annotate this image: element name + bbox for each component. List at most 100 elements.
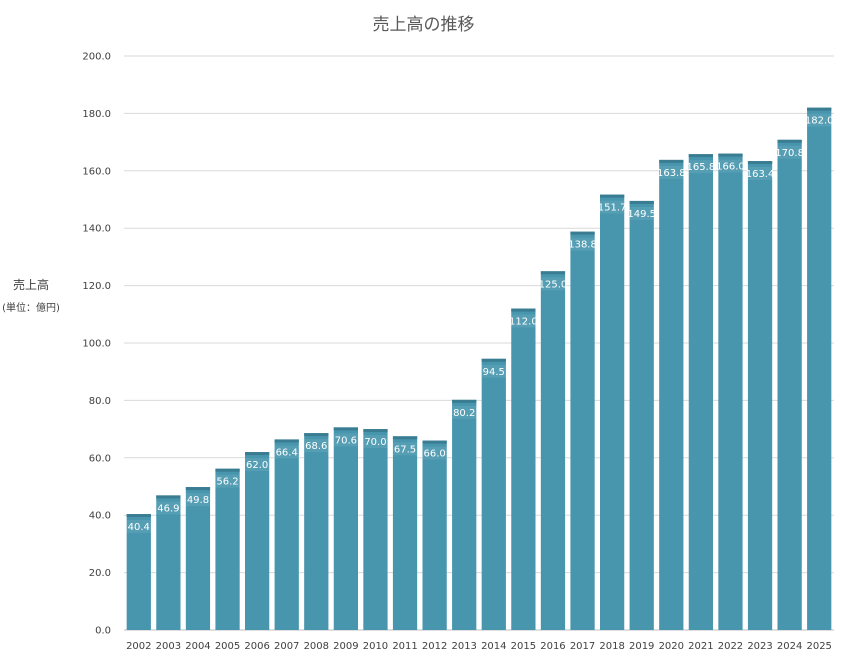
y-tick-label: 20.0 xyxy=(89,568,111,579)
bar-top-edge xyxy=(807,107,832,111)
bar-top-edge xyxy=(244,452,270,456)
data-label-band xyxy=(688,160,714,174)
data-label: 166.0 xyxy=(716,162,745,173)
data-label: 67.5 xyxy=(394,444,416,455)
data-label-band xyxy=(156,501,181,515)
bar-top-edge xyxy=(747,161,773,165)
data-label-band xyxy=(304,439,329,453)
x-tick-label: 2008 xyxy=(304,641,329,652)
bar-top-edge xyxy=(452,399,477,403)
y-tick-label: 180.0 xyxy=(82,109,111,120)
x-tick-label: 2016 xyxy=(540,641,565,652)
gridlines xyxy=(124,55,834,631)
bar xyxy=(777,139,802,630)
bar xyxy=(244,452,270,630)
y-tick-label: 40.0 xyxy=(89,511,111,522)
bar xyxy=(185,487,211,630)
x-tick-label: 2010 xyxy=(363,641,388,652)
x-tick-label: 2015 xyxy=(511,641,536,652)
bar-top-edge xyxy=(156,495,181,499)
bar-top-edge xyxy=(481,358,506,362)
bar-top-edge xyxy=(274,439,299,443)
bar xyxy=(333,427,359,630)
bar-top-edge xyxy=(304,433,329,437)
bar xyxy=(304,433,329,630)
x-tick-label: 2022 xyxy=(718,641,743,652)
data-label: 170.8 xyxy=(775,148,804,159)
bar xyxy=(452,399,477,630)
y-axis-unit: (単位：億円) xyxy=(2,303,60,314)
y-tick-label: 100.0 xyxy=(82,339,111,350)
data-label-band xyxy=(481,364,506,378)
x-tick-label: 2006 xyxy=(244,641,269,652)
bar-top-edge xyxy=(422,440,447,444)
data-label: 46.9 xyxy=(157,503,179,514)
data-label: 151.7 xyxy=(598,203,627,214)
data-label-band xyxy=(777,145,802,159)
bar-top-edge xyxy=(629,200,654,204)
y-tick-label: 0.0 xyxy=(95,626,111,637)
x-tick-label: 2014 xyxy=(481,641,506,652)
bar-top-edge xyxy=(392,436,418,440)
bar xyxy=(807,107,832,630)
bar xyxy=(659,159,684,631)
bar-top-edge xyxy=(126,514,151,518)
y-tick-label: 200.0 xyxy=(82,52,111,63)
bar-top-edge xyxy=(777,139,802,143)
bars xyxy=(126,107,832,631)
data-label-band xyxy=(126,520,151,534)
bar-top-edge xyxy=(215,468,240,472)
data-label: 112.0 xyxy=(509,317,538,328)
y-tick-label: 60.0 xyxy=(89,453,111,464)
data-label-band xyxy=(274,445,299,459)
x-tick-label: 2011 xyxy=(392,641,417,652)
data-label-band xyxy=(363,435,388,449)
x-tick-label: 2024 xyxy=(777,641,802,652)
data-label: 70.6 xyxy=(335,435,357,446)
bar xyxy=(747,161,773,631)
bar-top-edge xyxy=(511,308,536,312)
data-label-band xyxy=(807,113,832,127)
data-label: 68.6 xyxy=(305,441,327,452)
x-tick-label: 2019 xyxy=(629,641,654,652)
data-label: 56.2 xyxy=(216,477,238,488)
bar xyxy=(511,308,536,630)
data-label: 163.8 xyxy=(657,168,686,179)
data-label-band xyxy=(629,206,654,220)
bar-top-edge xyxy=(599,194,625,198)
data-label-band xyxy=(540,277,566,291)
data-label-band xyxy=(511,314,536,328)
data-label-band xyxy=(215,474,240,488)
bar-top-edge xyxy=(363,429,388,433)
x-tick-label: 2017 xyxy=(570,641,595,652)
x-tick-label: 2002 xyxy=(126,641,151,652)
x-tick-label: 2018 xyxy=(599,641,624,652)
data-label: 70.0 xyxy=(364,437,386,448)
y-tick-label: 140.0 xyxy=(82,224,111,235)
bar xyxy=(629,200,654,630)
bar-top-edge xyxy=(540,271,566,275)
y-tick-label: 120.0 xyxy=(82,281,111,292)
data-label-band xyxy=(659,165,684,179)
bar-top-edge xyxy=(718,153,743,157)
data-label-band xyxy=(718,159,743,173)
data-label: 138.8 xyxy=(568,240,597,251)
data-label: 49.8 xyxy=(187,495,209,506)
x-tick-label: 2025 xyxy=(806,641,831,652)
bar xyxy=(126,514,151,630)
data-label: 66.0 xyxy=(423,449,445,460)
y-tick-label: 80.0 xyxy=(89,396,111,407)
data-labels: 40.4 46.9 49.8 56.2 62.0 66.4 68.6 70.6 70.0 67.5… xyxy=(128,116,834,533)
y-axis-title: 売上高 xyxy=(12,278,49,292)
x-tick-label: 2021 xyxy=(688,641,713,652)
bar xyxy=(688,154,714,631)
data-label-band xyxy=(392,442,418,456)
x-tick-label: 2023 xyxy=(747,641,772,652)
x-tick-label: 2007 xyxy=(274,641,299,652)
bar xyxy=(215,468,240,630)
data-label: 165.8 xyxy=(687,162,716,173)
bar xyxy=(718,153,743,630)
bar xyxy=(274,439,299,630)
data-label: 94.5 xyxy=(483,367,505,378)
